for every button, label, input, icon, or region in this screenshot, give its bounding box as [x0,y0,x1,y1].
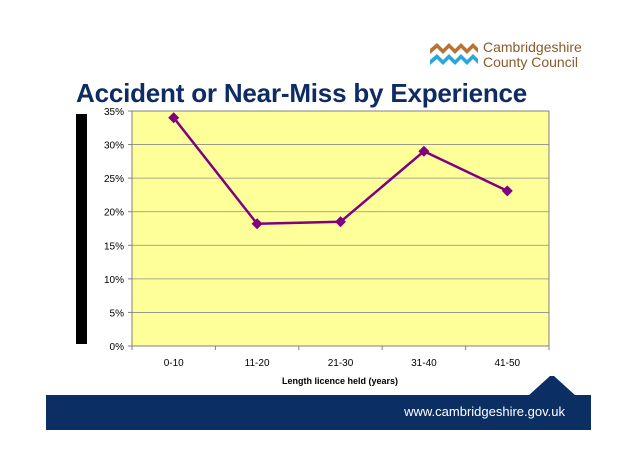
county-council-logo: Cambridgeshire County Council [428,40,582,76]
x-axis-ticks: 0-10 11-20 21-30 31-40 41-50 [131,346,550,369]
footer-band: www.cambridgeshire.gov.uk [46,395,591,430]
x-tick-label: 21-30 [328,358,354,369]
y-tick-label: 5% [110,308,125,319]
logo-line-1: Cambridgeshire [483,39,582,55]
data-point-marker [251,218,263,230]
data-point-marker [168,112,180,124]
logo-line-2: County Council [483,54,578,70]
y-tick-label: 10% [104,275,124,286]
slide-title: Accident or Near-Miss by Experience [76,78,528,108]
footer-website-link[interactable]: www.cambridgeshire.gov.uk [404,404,565,419]
logo-wordmark: Cambridgeshire County Council [483,40,582,70]
x-tick-label: 31-40 [411,358,437,369]
y-axis-ticks: 0% 5% 10% 15% 20% 25% 30% 35% [104,107,132,353]
y-tick-label: 15% [104,241,124,252]
wave-logo-icon [430,43,478,65]
data-point-marker [335,216,346,228]
footer-tab-shape [528,376,576,396]
gridlines [132,144,549,313]
data-point-marker [418,145,430,157]
y-tick-label: 20% [104,208,124,219]
y-tick-label: 35% [104,107,124,118]
x-tick-label: 11-20 [245,358,270,369]
y-tick-label: 30% [104,141,124,152]
y-tick-label: 0% [110,342,125,353]
x-axis-title: Length licence held (years) [282,376,398,386]
series-layer [168,112,513,230]
data-point-marker [501,185,513,197]
plot-area [131,110,550,347]
side-accent-bar [76,114,87,344]
y-tick-label: 25% [104,174,124,185]
x-tick-label: 0-10 [164,358,184,369]
x-tick-label: 41-50 [495,358,521,369]
